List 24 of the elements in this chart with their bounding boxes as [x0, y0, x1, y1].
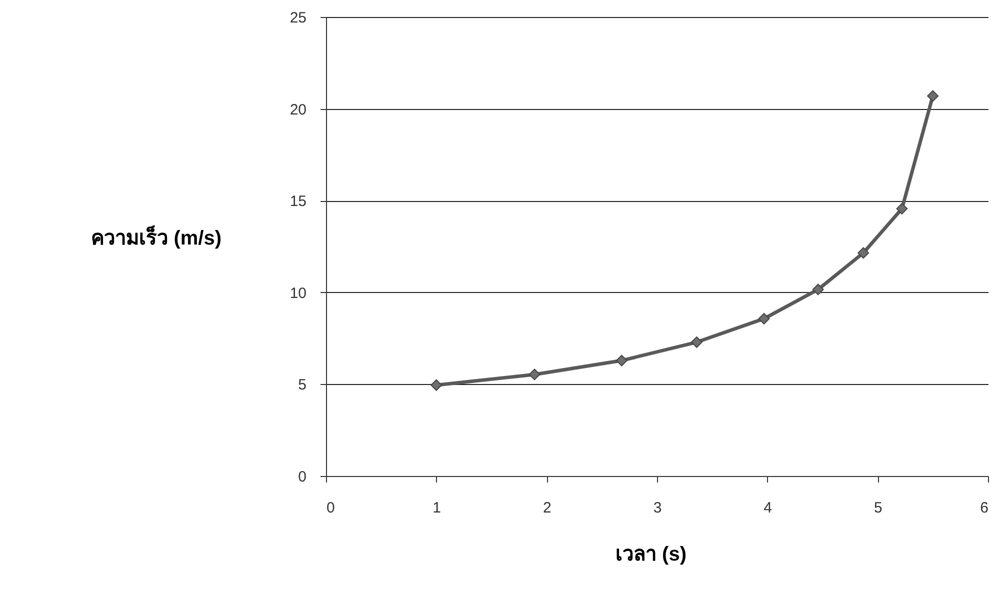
point: [616, 354, 628, 366]
y-tick-label: 25: [290, 10, 306, 26]
x-tick-label: 1: [432, 500, 442, 516]
point: [927, 90, 939, 102]
x-tick-label: 4: [764, 500, 772, 516]
x-tick-label: 0: [326, 500, 335, 516]
point: [758, 312, 770, 324]
point: [690, 336, 702, 348]
y-tick-label: 10: [290, 284, 306, 302]
y-tick-label: 20: [290, 101, 306, 118]
x-tick-label: 3: [653, 500, 662, 516]
x-tick-label: 6: [980, 500, 988, 516]
y-tick-label: 0: [298, 468, 306, 486]
y-tick-label: 5: [298, 376, 306, 394]
x-axis-title: เวลา (s): [616, 544, 686, 566]
y-axis-title: ความเร็ว (m/s): [91, 224, 222, 250]
point: [812, 284, 824, 296]
x-tick-label: 5: [874, 500, 882, 516]
point: [528, 368, 540, 380]
y-tick-label: 15: [290, 193, 306, 210]
point: [896, 202, 908, 214]
point: [858, 247, 870, 259]
point: [430, 379, 442, 391]
x-tick-label: 2: [542, 500, 552, 516]
